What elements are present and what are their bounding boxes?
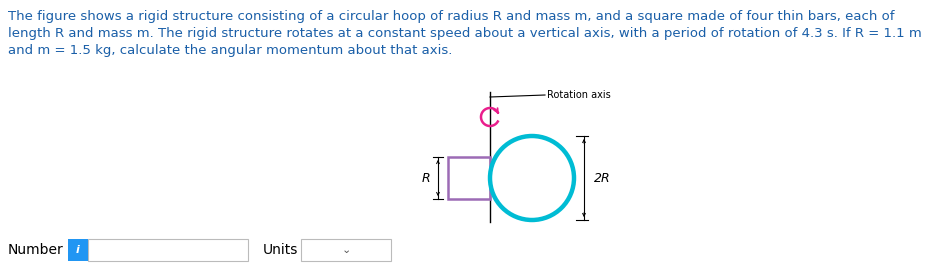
Text: ⌄: ⌄	[341, 245, 350, 255]
Text: Units: Units	[263, 243, 298, 257]
Text: The figure shows a rigid structure consisting of a circular hoop of radius R and: The figure shows a rigid structure consi…	[8, 10, 894, 23]
Text: Number: Number	[8, 243, 64, 257]
Text: 2R: 2R	[593, 171, 610, 184]
Text: Rotation axis: Rotation axis	[547, 90, 610, 100]
Text: i: i	[76, 245, 80, 255]
Bar	[447, 157, 489, 199]
Bar	[88, 239, 248, 261]
Text: R: R	[421, 171, 430, 184]
Text: length R and mass m. The rigid structure rotates at a constant speed about a ver: length R and mass m. The rigid structure…	[8, 27, 921, 40]
Bar	[301, 239, 391, 261]
Text: and m = 1.5 kg, calculate the angular momentum about that axis.: and m = 1.5 kg, calculate the angular mo…	[8, 44, 452, 57]
Bar	[68, 239, 88, 261]
